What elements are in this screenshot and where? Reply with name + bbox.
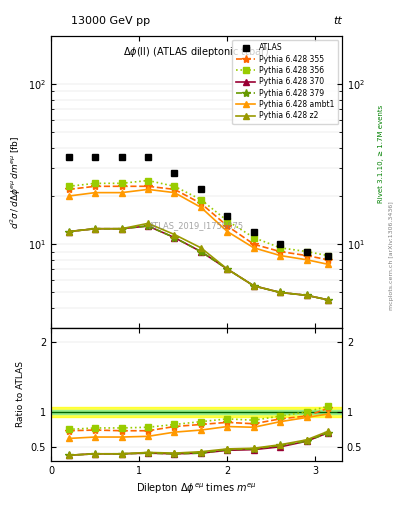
Pythia 6.428 z2: [198, 245, 203, 251]
Pythia 6.428 z2: [93, 226, 97, 232]
Pythia 6.428 z2: [325, 297, 330, 303]
Pythia 6.428 355: [146, 183, 151, 189]
Pythia 6.428 370: [278, 289, 283, 295]
Pythia 6.428 z2: [66, 228, 71, 234]
Pythia 6.428 356: [119, 180, 124, 186]
Pythia 6.428 355: [304, 252, 309, 259]
Pythia 6.428 z2: [252, 283, 256, 289]
Pythia 6.428 355: [252, 241, 256, 247]
Pythia 6.428 ambt1: [325, 261, 330, 267]
ATLAS: [66, 154, 71, 160]
Pythia 6.428 370: [93, 226, 97, 232]
Pythia 6.428 379: [93, 226, 97, 232]
Pythia 6.428 z2: [304, 292, 309, 298]
Pythia 6.428 356: [146, 178, 151, 184]
Y-axis label: $d^2\sigma\,/\,d\Delta\phi^{e\mu}\,dm^{e\mu}$ [fb]: $d^2\sigma\,/\,d\Delta\phi^{e\mu}\,dm^{e…: [8, 135, 22, 229]
Pythia 6.428 370: [252, 283, 256, 289]
Pythia 6.428 356: [172, 183, 177, 189]
Pythia 6.428 379: [252, 283, 256, 289]
Pythia 6.428 ambt1: [304, 257, 309, 263]
Pythia 6.428 355: [278, 248, 283, 254]
ATLAS: [119, 154, 124, 160]
Line: Pythia 6.428 356: Pythia 6.428 356: [66, 178, 331, 259]
Line: Pythia 6.428 z2: Pythia 6.428 z2: [66, 221, 331, 303]
Pythia 6.428 379: [66, 228, 71, 234]
Pythia 6.428 ambt1: [119, 189, 124, 196]
Pythia 6.428 356: [225, 218, 230, 224]
Pythia 6.428 379: [119, 226, 124, 232]
Pythia 6.428 355: [225, 223, 230, 229]
Pythia 6.428 z2: [172, 231, 177, 238]
Y-axis label: Ratio to ATLAS: Ratio to ATLAS: [16, 361, 25, 428]
Pythia 6.428 370: [119, 226, 124, 232]
ATLAS: [252, 228, 256, 234]
Pythia 6.428 370: [66, 228, 71, 234]
Pythia 6.428 356: [325, 252, 330, 259]
ATLAS: [304, 248, 309, 254]
Pythia 6.428 370: [304, 292, 309, 298]
Pythia 6.428 355: [93, 183, 97, 189]
Pythia 6.428 ambt1: [93, 189, 97, 196]
Pythia 6.428 z2: [278, 289, 283, 295]
Legend: ATLAS, Pythia 6.428 355, Pythia 6.428 356, Pythia 6.428 370, Pythia 6.428 379, P: ATLAS, Pythia 6.428 355, Pythia 6.428 35…: [232, 39, 338, 124]
Pythia 6.428 356: [66, 183, 71, 189]
Line: Pythia 6.428 379: Pythia 6.428 379: [64, 222, 332, 304]
Text: tt: tt: [333, 15, 342, 26]
Pythia 6.428 370: [172, 234, 177, 241]
Pythia 6.428 379: [198, 248, 203, 254]
Bar: [51, 410, 342, 414]
Pythia 6.428 ambt1: [225, 228, 230, 234]
Pythia 6.428 379: [225, 266, 230, 272]
ATLAS: [146, 154, 151, 160]
Pythia 6.428 ambt1: [198, 204, 203, 210]
Text: $\Delta\phi$(ll) (ATLAS dileptonic ttbar): $\Delta\phi$(ll) (ATLAS dileptonic ttbar…: [123, 45, 270, 58]
Pythia 6.428 379: [278, 289, 283, 295]
Pythia 6.428 355: [325, 257, 330, 263]
Pythia 6.428 379: [172, 234, 177, 241]
Text: Rivet 3.1.10, ≥ 1.7M events: Rivet 3.1.10, ≥ 1.7M events: [378, 104, 384, 203]
Line: Pythia 6.428 ambt1: Pythia 6.428 ambt1: [66, 186, 331, 267]
Pythia 6.428 379: [304, 292, 309, 298]
X-axis label: Dilepton $\Delta\phi^{e\mu}$ times $m^{e\mu}$: Dilepton $\Delta\phi^{e\mu}$ times $m^{e…: [136, 481, 257, 496]
Pythia 6.428 379: [146, 223, 151, 229]
ATLAS: [325, 252, 330, 259]
Pythia 6.428 370: [325, 297, 330, 303]
ATLAS: [172, 169, 177, 176]
Pythia 6.428 355: [198, 200, 203, 206]
Pythia 6.428 z2: [146, 220, 151, 226]
Pythia 6.428 370: [198, 248, 203, 254]
Pythia 6.428 z2: [225, 266, 230, 272]
Pythia 6.428 355: [66, 186, 71, 193]
Pythia 6.428 ambt1: [252, 245, 256, 251]
Pythia 6.428 ambt1: [146, 186, 151, 193]
Pythia 6.428 355: [172, 186, 177, 193]
Pythia 6.428 370: [225, 266, 230, 272]
ATLAS: [225, 213, 230, 219]
Pythia 6.428 356: [198, 197, 203, 203]
Text: ATLAS_2019_I1759875: ATLAS_2019_I1759875: [149, 221, 244, 230]
Pythia 6.428 379: [325, 297, 330, 303]
Pythia 6.428 356: [93, 180, 97, 186]
Pythia 6.428 ambt1: [172, 189, 177, 196]
Pythia 6.428 ambt1: [278, 252, 283, 259]
Text: mcplots.cern.ch [arXiv:1306.3436]: mcplots.cern.ch [arXiv:1306.3436]: [389, 202, 393, 310]
Pythia 6.428 370: [146, 223, 151, 229]
Pythia 6.428 356: [252, 234, 256, 241]
Bar: [51, 407, 342, 417]
Text: 13000 GeV pp: 13000 GeV pp: [71, 15, 150, 26]
ATLAS: [278, 241, 283, 247]
Pythia 6.428 z2: [119, 226, 124, 232]
Line: ATLAS: ATLAS: [65, 154, 331, 259]
ATLAS: [93, 154, 97, 160]
Pythia 6.428 355: [119, 183, 124, 189]
Pythia 6.428 356: [278, 245, 283, 251]
ATLAS: [198, 186, 203, 193]
Line: Pythia 6.428 370: Pythia 6.428 370: [66, 223, 331, 303]
Line: Pythia 6.428 355: Pythia 6.428 355: [64, 182, 332, 264]
Pythia 6.428 356: [304, 248, 309, 254]
Pythia 6.428 ambt1: [66, 193, 71, 199]
